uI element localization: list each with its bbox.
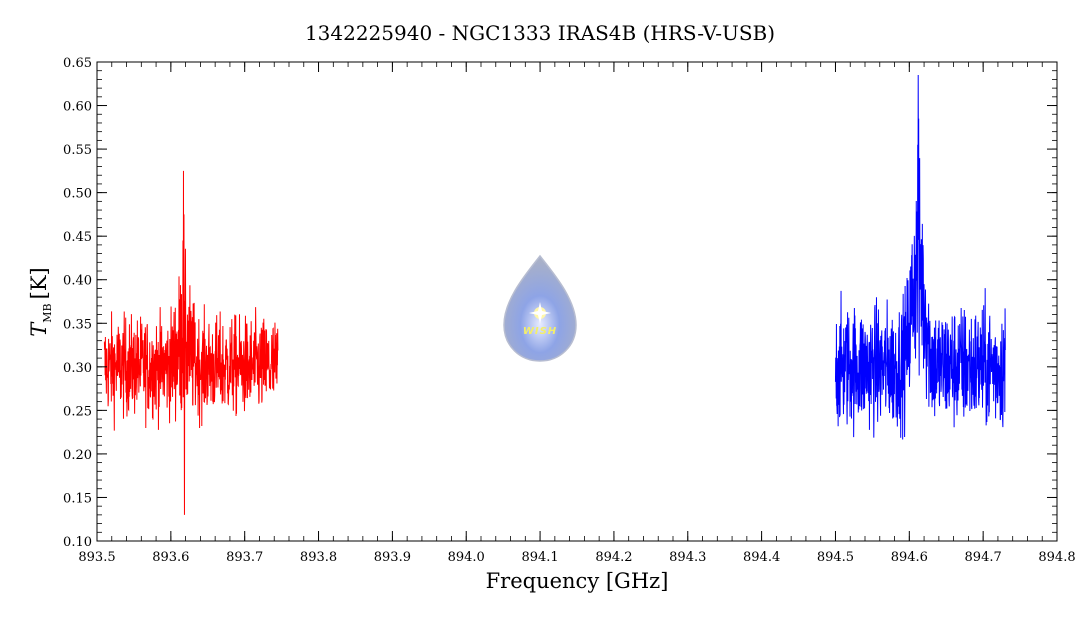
wish-logo: WISH: [503, 254, 577, 362]
x-tick-label: 893.8: [300, 550, 337, 565]
y-tick-label: 0.65: [63, 56, 92, 71]
series-line-2: [834, 75, 1006, 440]
wish-logo-text: WISH: [523, 326, 557, 337]
x-tick-label: 893.5: [78, 550, 115, 565]
y-tick-label: 0.10: [63, 535, 92, 550]
series-line-1: [103, 170, 279, 515]
x-tick-label: 894.6: [891, 550, 928, 565]
ticks-layer: 893.5 893.6 893.7 893.8 893.9 894.0 894.1 894.2…: [63, 56, 1076, 565]
y-tick-label: 0.45: [63, 230, 92, 245]
x-tick-label: 894.7: [965, 550, 1002, 565]
y-axis-label-unit: [K]: [27, 267, 51, 299]
x-tick-label: 894.3: [669, 550, 706, 565]
y-tick-label: 0.15: [63, 491, 92, 506]
x-tick-label: 894.4: [743, 550, 780, 565]
x-tick-label: 894.0: [448, 550, 485, 565]
y-tick-label: 0.55: [63, 143, 92, 158]
y-tick-label: 0.20: [63, 448, 92, 463]
y-tick-label: 0.35: [63, 317, 92, 332]
plot-frame: [96, 61, 1058, 542]
y-tick-label: 0.40: [63, 274, 92, 289]
y-tick-label: 0.60: [63, 100, 92, 115]
x-tick-label: 894.2: [595, 550, 632, 565]
x-tick-label: 894.1: [521, 550, 558, 565]
chart-title: 1342225940 - NGC1333 IRAS4B (HRS-V-USB): [305, 21, 775, 45]
x-tick-label: 893.9: [374, 550, 411, 565]
y-tick-label: 0.30: [63, 361, 92, 376]
y-tick-label: 0.50: [63, 187, 92, 202]
y-axis-label: TMB [K]: [27, 267, 54, 336]
x-tick-label: 894.5: [817, 550, 854, 565]
x-tick-label: 893.6: [152, 550, 189, 565]
x-tick-label: 894.8: [1038, 550, 1075, 565]
y-tick-label: 0.25: [63, 404, 92, 419]
svg-text:TMB[K]: TMB [K]: [27, 267, 54, 336]
y-axis-label-sub: MB: [41, 303, 54, 322]
series-layer: [103, 75, 1006, 515]
y-axis-label-main: T: [27, 321, 51, 337]
x-tick-label: 893.7: [226, 550, 263, 565]
x-axis-label: Frequency [GHz]: [486, 569, 669, 593]
